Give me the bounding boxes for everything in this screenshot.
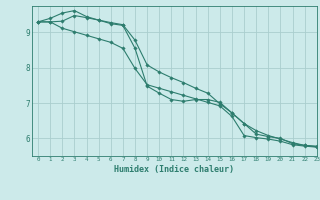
- X-axis label: Humidex (Indice chaleur): Humidex (Indice chaleur): [115, 165, 234, 174]
